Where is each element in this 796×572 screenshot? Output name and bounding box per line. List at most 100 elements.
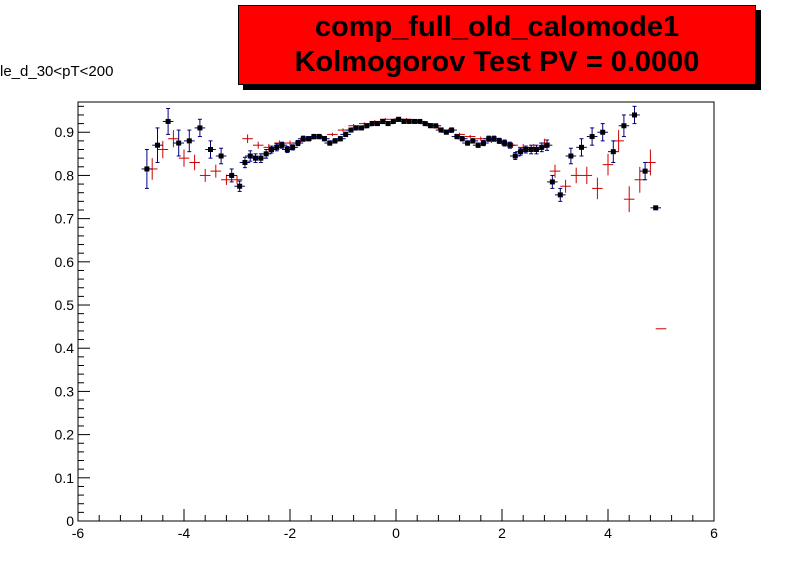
red-data-point xyxy=(231,175,243,185)
black-data-point xyxy=(565,147,577,165)
square-marker xyxy=(589,134,595,140)
black-data-point xyxy=(467,138,479,144)
square-marker xyxy=(507,142,513,148)
black-data-point xyxy=(555,187,566,202)
square-marker xyxy=(253,155,259,161)
y-tick-label: 0.6 xyxy=(55,254,75,270)
square-marker xyxy=(396,116,402,122)
square-marker xyxy=(295,140,301,146)
black-data-point xyxy=(650,205,661,211)
square-marker xyxy=(632,112,637,118)
square-marker xyxy=(306,136,312,142)
square-marker xyxy=(642,168,648,174)
black-data-point xyxy=(162,107,174,135)
square-marker xyxy=(316,134,322,140)
black-data-point xyxy=(239,156,251,169)
red-data-point xyxy=(199,168,211,182)
black-data-point xyxy=(446,127,457,133)
plot-frame xyxy=(77,101,715,522)
black-data-point xyxy=(541,139,553,151)
y-tick-label: 0.2 xyxy=(55,427,75,443)
square-marker xyxy=(348,127,354,133)
red-data-point xyxy=(327,132,338,137)
square-marker xyxy=(284,147,290,153)
square-marker xyxy=(374,121,380,127)
black-data-point xyxy=(639,161,651,181)
square-marker xyxy=(268,147,274,153)
red-data-point xyxy=(168,130,179,148)
square-marker xyxy=(539,144,545,150)
square-marker xyxy=(165,118,171,124)
square-marker xyxy=(247,153,253,159)
black-data-point xyxy=(597,123,608,142)
data-marks xyxy=(141,105,667,330)
square-marker xyxy=(568,153,574,159)
black-data-point xyxy=(173,129,184,157)
square-marker xyxy=(144,166,150,172)
black-data-point xyxy=(292,139,304,147)
square-marker xyxy=(422,121,428,127)
red-data-point xyxy=(570,167,582,184)
red-data-point xyxy=(592,177,603,200)
square-marker xyxy=(449,127,455,133)
square-marker xyxy=(385,121,391,127)
square-marker xyxy=(653,205,659,211)
square-marker xyxy=(544,142,550,148)
black-data-point xyxy=(504,141,516,149)
square-marker xyxy=(321,136,327,142)
square-marker xyxy=(480,140,486,146)
x-tick-label: -2 xyxy=(284,525,297,541)
square-marker xyxy=(475,142,481,148)
black-data-point xyxy=(226,168,237,183)
histogram-subtitle: le_d_30<pT<200 xyxy=(0,63,114,80)
y-tick-label: 0 xyxy=(66,513,74,529)
square-marker xyxy=(496,138,502,144)
red-data-point xyxy=(252,141,264,149)
square-marker xyxy=(229,172,235,178)
red-data-point xyxy=(623,186,635,213)
y-tick-label: 0.3 xyxy=(55,383,75,399)
red-data-point xyxy=(221,174,232,185)
black-data-point xyxy=(478,139,489,147)
black-data-point xyxy=(194,118,206,138)
square-marker xyxy=(290,144,296,150)
square-marker xyxy=(327,140,333,146)
square-marker xyxy=(512,153,518,159)
red-data-point xyxy=(464,134,476,139)
black-data-point xyxy=(287,144,298,151)
square-marker xyxy=(433,123,439,129)
square-marker xyxy=(438,127,444,133)
black-data-point xyxy=(215,147,227,165)
square-marker xyxy=(454,134,460,140)
square-marker xyxy=(491,136,497,142)
red-data-point xyxy=(189,154,200,171)
x-tick-label: -6 xyxy=(72,525,85,541)
x-tick-label: -4 xyxy=(178,525,191,541)
black-data-point xyxy=(547,174,558,189)
square-marker xyxy=(186,138,192,144)
black-data-point xyxy=(430,123,442,129)
red-data-point xyxy=(157,140,169,159)
x-tick-label: 6 xyxy=(710,525,718,541)
y-tick-label: 0.4 xyxy=(55,340,75,356)
red-data-point xyxy=(560,179,571,193)
y-tick-label: 0.7 xyxy=(55,211,75,227)
square-marker xyxy=(237,183,243,189)
square-marker xyxy=(242,159,248,165)
square-marker xyxy=(263,151,269,157)
black-data-point xyxy=(335,136,346,142)
x-tick-label: 4 xyxy=(604,525,612,541)
y-tick-label: 0.5 xyxy=(55,297,75,313)
square-marker xyxy=(390,118,396,124)
square-marker xyxy=(337,136,343,142)
square-marker xyxy=(380,118,386,124)
square-marker xyxy=(218,153,224,159)
square-marker xyxy=(332,138,338,144)
x-tick-label: 2 xyxy=(498,525,506,541)
square-marker xyxy=(600,129,606,135)
black-data-point xyxy=(608,140,619,163)
square-marker xyxy=(155,142,160,148)
square-marker xyxy=(443,129,449,135)
title-line-1: comp_full_old_calomode1 xyxy=(314,11,680,43)
square-marker xyxy=(502,140,508,146)
